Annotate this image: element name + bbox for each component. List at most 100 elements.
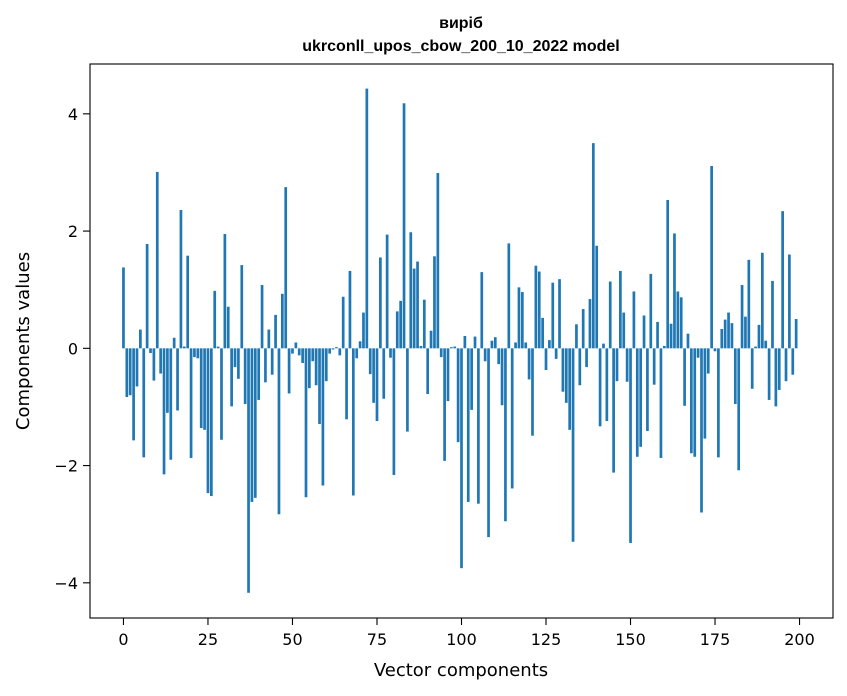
- bar-component-84: [406, 348, 409, 432]
- bar-component-160: [662, 345, 666, 349]
- bar-component-150: [629, 348, 632, 543]
- bar-component-43: [267, 329, 271, 349]
- bar-component-63: [335, 347, 338, 349]
- bar-component-121: [531, 348, 534, 436]
- bar-component-33: [233, 348, 237, 368]
- bar-component-23: [199, 348, 203, 429]
- bar-component-97: [450, 347, 453, 349]
- x-axis-label: Vector components: [374, 660, 548, 681]
- bar-component-21: [193, 348, 196, 358]
- bar-component-68: [351, 348, 355, 496]
- y-tick-label: 0: [68, 339, 78, 358]
- bar-component-7: [145, 243, 149, 349]
- bar-component-193: [774, 348, 778, 407]
- x-tick-label: 100: [446, 630, 477, 649]
- bar-component-112: [500, 348, 504, 406]
- bar-component-108: [487, 348, 490, 538]
- bar-component-74: [372, 348, 375, 403]
- bar-component-80: [392, 348, 396, 475]
- bar-component-129: [558, 279, 561, 349]
- bar-component-113: [504, 348, 507, 522]
- bar-component-10: [155, 171, 159, 349]
- bar-component-168: [690, 348, 693, 454]
- bar-component-88: [419, 345, 423, 349]
- bar-component-28: [216, 346, 220, 349]
- bar-component-81: [395, 311, 399, 349]
- bar-component-197: [788, 254, 791, 349]
- bar-component-133: [571, 348, 575, 542]
- bar-component-40: [257, 348, 261, 400]
- bar-component-64: [338, 348, 342, 356]
- bar-component-136: [581, 309, 585, 349]
- x-tick-label: 150: [615, 630, 646, 649]
- bar-component-192: [771, 280, 774, 349]
- bar-component-51: [294, 342, 298, 349]
- bar-component-44: [270, 348, 274, 375]
- bar-component-50: [291, 348, 294, 354]
- bar-component-157: [652, 348, 656, 385]
- bar-component-57: [314, 348, 318, 386]
- bar-component-198: [791, 348, 795, 375]
- bar-component-145: [612, 348, 615, 473]
- bar-component-35: [240, 265, 244, 349]
- bar-component-69: [355, 348, 359, 359]
- bar-component-147: [619, 270, 622, 349]
- bar-component-27: [213, 290, 217, 349]
- bar-component-184: [744, 316, 747, 349]
- bar-component-138: [588, 299, 592, 349]
- bar-component-13: [166, 348, 169, 413]
- bar-component-61: [328, 348, 332, 354]
- bar-component-6: [142, 348, 146, 458]
- bar-component-79: [389, 348, 392, 358]
- bar-component-186: [750, 348, 754, 389]
- bar-component-135: [578, 348, 582, 386]
- bar-component-86: [412, 268, 416, 349]
- bar-component-83: [402, 103, 406, 349]
- bar-component-92: [433, 256, 436, 349]
- y-axis-label: Components values: [13, 252, 34, 430]
- x-tick-label: 125: [531, 630, 562, 649]
- bar-component-95: [443, 348, 446, 461]
- bar-component-105: [477, 348, 480, 504]
- bar-component-38: [250, 348, 254, 502]
- bar-component-127: [551, 282, 555, 349]
- bar-component-162: [669, 323, 673, 349]
- x-tick-label: 50: [282, 630, 302, 649]
- bars: [122, 88, 798, 593]
- bar-component-2: [128, 348, 132, 396]
- bar-component-196: [784, 348, 788, 382]
- bar-component-47: [280, 293, 284, 349]
- bar-component-140: [595, 245, 599, 349]
- bar-component-172: [703, 348, 707, 439]
- bar-component-122: [534, 265, 538, 349]
- y-axis-ticks: −4 −2 0 2 4: [54, 105, 90, 593]
- bar-component-130: [561, 348, 565, 392]
- plot-frame: [89, 63, 834, 619]
- bar-component-25: [206, 348, 210, 494]
- bar-component-166: [683, 348, 686, 406]
- bar-component-104: [473, 336, 477, 349]
- bar-component-163: [673, 233, 676, 349]
- bar-component-58: [318, 348, 321, 424]
- bar-component-87: [416, 261, 419, 349]
- bar-component-156: [649, 273, 653, 349]
- bar-component-26: [210, 348, 213, 497]
- bar-component-89: [422, 299, 426, 349]
- bar-component-19: [186, 255, 190, 349]
- bar-component-85: [409, 232, 413, 349]
- bar-component-75: [375, 348, 379, 422]
- bar-component-132: [568, 348, 572, 430]
- bar-component-178: [723, 319, 727, 349]
- bar-component-103: [470, 348, 473, 410]
- bar-component-106: [480, 272, 484, 349]
- bar-component-77: [382, 348, 386, 399]
- bar-component-72: [365, 88, 369, 349]
- bar-component-56: [311, 348, 315, 362]
- bar-component-175: [713, 348, 717, 352]
- bar-component-139: [591, 143, 595, 349]
- bar-component-0: [122, 267, 125, 349]
- bar-component-155: [646, 348, 649, 431]
- bar-component-71: [362, 312, 365, 349]
- bar-component-164: [676, 291, 680, 349]
- bar-component-120: [527, 348, 531, 380]
